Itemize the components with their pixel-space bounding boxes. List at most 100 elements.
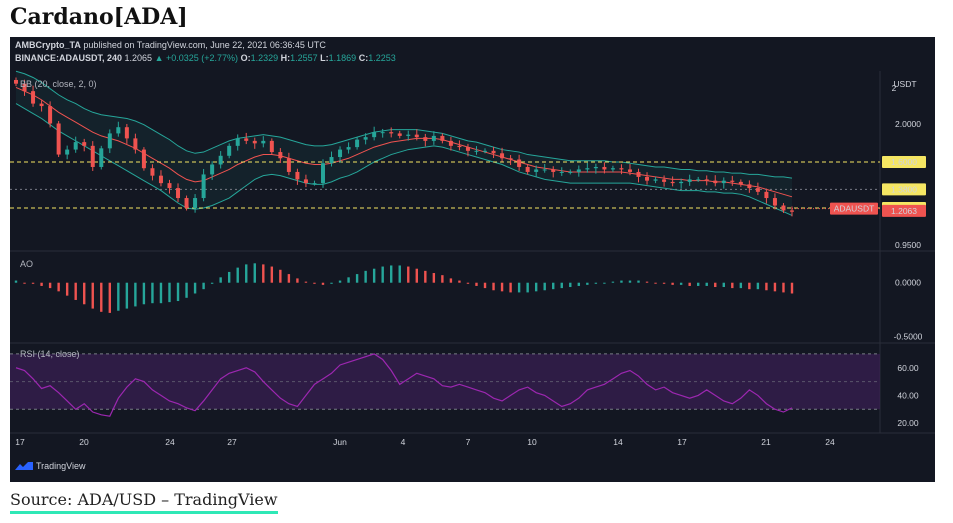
- price-axis-tick: 0.9500: [895, 240, 921, 250]
- candle-body: [22, 83, 27, 92]
- ao-histogram-bar: [176, 282, 180, 302]
- ao-histogram-bar: [679, 282, 683, 285]
- ao-histogram-bar: [159, 282, 163, 304]
- tradingview-chart[interactable]: AMBCrypto_TA published on TradingView.co…: [10, 37, 935, 482]
- candle-body: [184, 198, 189, 208]
- ao-histogram-bar: [23, 282, 26, 284]
- tradingview-branding[interactable]: TradingView: [15, 461, 86, 471]
- candle-body: [363, 137, 368, 140]
- candle-body: [286, 158, 291, 172]
- last-price: 1.2065: [124, 53, 153, 63]
- time-axis-tick: 7: [466, 437, 471, 447]
- ao-histogram-bar: [458, 280, 461, 283]
- candle-body: [329, 157, 334, 164]
- time-axis-tick: 27: [227, 437, 237, 447]
- symbol-label: BINANCE:ADAUSDT, 240: [15, 53, 123, 63]
- ao-histogram-bar: [782, 282, 785, 293]
- ao-histogram-bar: [48, 282, 52, 289]
- high-value: 1.2557: [290, 53, 318, 63]
- candle-body: [278, 152, 283, 159]
- ao-histogram-bar: [313, 282, 316, 284]
- candle-body: [39, 103, 44, 107]
- close-label: C:: [358, 53, 369, 63]
- candle-body: [636, 171, 641, 177]
- price-axis-tick: 2: [892, 83, 897, 93]
- candle-body: [764, 191, 769, 199]
- candle-body: [56, 123, 61, 155]
- ao-histogram-bar: [748, 282, 751, 290]
- ao-histogram-bar: [492, 282, 495, 291]
- time-axis-tick: 4: [401, 437, 406, 447]
- candle-body: [167, 183, 172, 189]
- ao-histogram-bar: [594, 282, 598, 284]
- level-price-tag: [882, 183, 926, 196]
- rsi-axis-tick: 60.00: [897, 363, 919, 373]
- candle-body: [662, 179, 667, 182]
- ao-histogram-bar: [125, 282, 129, 309]
- ao-histogram-bar: [398, 265, 401, 283]
- candle-body: [133, 138, 138, 150]
- ao-histogram-bar: [475, 282, 478, 286]
- candle-body: [193, 198, 198, 208]
- ao-histogram-bar: [330, 282, 333, 284]
- source-caption: Source: ADA/USD – TradingView: [10, 490, 278, 514]
- candle-body: [431, 135, 436, 141]
- ao-histogram-bar: [14, 280, 18, 283]
- ao-histogram-bar: [577, 282, 581, 286]
- ao-histogram-bar: [534, 282, 538, 292]
- candle-body: [423, 137, 428, 141]
- ao-histogram-bar: [654, 282, 657, 284]
- candle-body: [380, 132, 385, 134]
- publisher-name[interactable]: AMBCrypto_TA: [15, 40, 81, 50]
- ao-histogram-bar: [714, 282, 717, 288]
- candle-body: [525, 166, 530, 172]
- ao-histogram-bar: [338, 280, 342, 283]
- candle-body: [713, 180, 718, 184]
- candle-body: [508, 158, 513, 160]
- candle-body: [116, 127, 121, 134]
- ao-histogram-bar: [390, 265, 393, 283]
- candle-body: [696, 179, 701, 181]
- ao-histogram-bar: [645, 281, 649, 283]
- time-axis-tick: 24: [165, 437, 175, 447]
- ao-histogram-bar: [57, 282, 60, 292]
- ao-histogram-bar: [364, 270, 367, 283]
- candle-body: [602, 166, 607, 170]
- candle-body: [48, 106, 53, 124]
- candle-body: [483, 150, 488, 152]
- ao-histogram-bar: [355, 274, 359, 283]
- ao-histogram-bar: [202, 282, 205, 290]
- ao-histogram-bar: [415, 268, 418, 283]
- candle-body: [338, 149, 343, 158]
- ao-histogram-bar: [108, 282, 112, 313]
- candle-body: [730, 180, 735, 182]
- bollinger-lower-band: [15, 103, 793, 216]
- ao-histogram-bar: [543, 282, 546, 291]
- time-axis-tick: Jun: [333, 437, 347, 447]
- candle-body: [534, 169, 539, 172]
- level-price-label: 1.6000: [891, 157, 917, 167]
- candle-body: [320, 163, 325, 184]
- candle-body: [90, 145, 95, 167]
- ao-histogram-bar: [83, 282, 86, 305]
- time-axis-tick: 17: [677, 437, 687, 447]
- ao-histogram-bar: [142, 282, 146, 305]
- candle-body: [14, 79, 18, 84]
- ao-histogram-bar: [620, 280, 623, 283]
- page-title: Cardano[ADA]: [10, 4, 188, 30]
- symbol-price-badge: [830, 202, 878, 215]
- candle-body: [82, 142, 87, 146]
- ao-histogram-bar: [253, 263, 256, 283]
- ao-histogram-bar: [662, 282, 666, 284]
- ao-axis-tick: 0.0000: [895, 278, 921, 288]
- ao-axis-tick: -0.5000: [894, 332, 923, 342]
- candle-body: [389, 132, 394, 134]
- candle-body: [218, 155, 223, 165]
- candle-body: [227, 145, 232, 156]
- ao-histogram-bar: [134, 282, 137, 307]
- candle-body: [627, 169, 632, 172]
- candle-body: [610, 168, 615, 170]
- candle-body: [107, 133, 112, 149]
- ao-histogram-bar: [705, 282, 708, 286]
